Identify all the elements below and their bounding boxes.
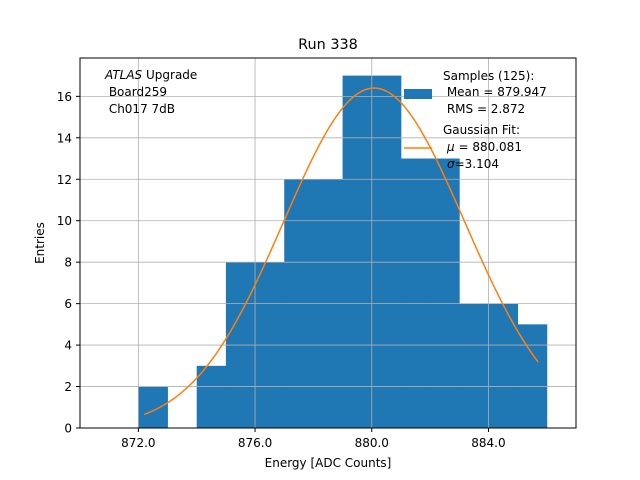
annotation-line-2: Board259 (105, 85, 167, 99)
legend-samples-swatch (404, 89, 432, 99)
x-tick-label: 884.0 (471, 436, 505, 450)
legend-mu-value: = 880.081 (455, 140, 522, 154)
legend-fit-sigma: σ=3.104 (447, 157, 499, 171)
y-tick-label: 16 (57, 90, 72, 104)
legend-sigma-symbol: σ (447, 157, 455, 171)
x-axis-label: Energy [ADC Counts] (265, 456, 392, 470)
y-axis-ticks: 0 2 4 6 8 10 12 14 16 (57, 90, 80, 436)
annotation-atlas: ATLAS (104, 68, 143, 82)
histogram-bar (138, 386, 168, 428)
axes-frame (79, 57, 577, 429)
histogram-bar (517, 324, 548, 428)
x-tick-label: 880.0 (355, 436, 389, 450)
legend-fit-mu: μ = 880.081 (446, 140, 522, 154)
y-tick-label: 6 (64, 297, 72, 311)
atlas-annotation: ATLAS Upgrade Board259 Ch017 7dB (104, 68, 197, 116)
histogram-bar (400, 158, 431, 428)
legend-samples-title: Samples (125): (443, 69, 534, 83)
chart-title: Run 338 (298, 37, 358, 53)
annotation-line-3: Ch017 7dB (105, 102, 175, 116)
legend-samples-mean: Mean = 879.947 (443, 85, 547, 99)
y-tick-label: 4 (64, 339, 72, 353)
x-axis-ticks: 872.0 876.0 880.0 884.0 (121, 428, 506, 450)
legend: Samples (125): Mean = 879.947 RMS = 2.87… (404, 69, 547, 171)
annotation-line-1: ATLAS Upgrade (104, 68, 197, 82)
y-axis-label: Entries (33, 222, 47, 264)
y-tick-label: 12 (57, 173, 72, 187)
gaussian-fit-curve (143, 87, 539, 416)
y-tick-label: 10 (57, 214, 72, 228)
y-tick-label: 14 (57, 131, 72, 145)
y-tick-label: 2 (64, 380, 72, 394)
legend-mu-symbol: μ (446, 140, 455, 154)
legend-fit-title: Gaussian Fit: (443, 123, 520, 137)
x-tick-label: 872.0 (121, 436, 155, 450)
histogram-bar (196, 365, 227, 428)
x-tick-label: 876.0 (238, 436, 272, 450)
y-tick-label: 0 (64, 422, 72, 436)
histogram-bar (430, 158, 460, 428)
annotation-upgrade: Upgrade (142, 68, 197, 82)
y-tick-label: 8 (64, 256, 72, 270)
legend-samples-rms: RMS = 2.872 (443, 102, 525, 116)
legend-sigma-value: =3.104 (455, 157, 499, 171)
